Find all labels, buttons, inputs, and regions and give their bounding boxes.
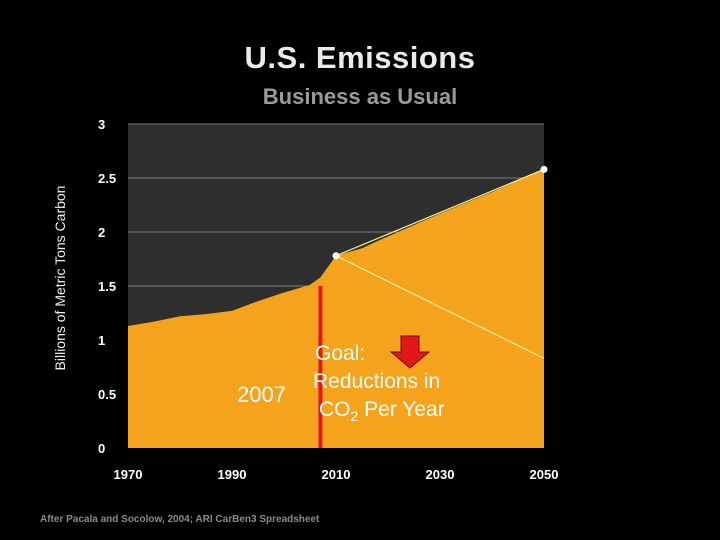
goal-per-year-text: Per Year: [358, 398, 445, 421]
emissions-area: [128, 169, 544, 449]
y-tick-label: 2.5: [98, 171, 116, 186]
data-point-marker: [332, 252, 340, 260]
year-marker-label: 2007: [237, 382, 286, 407]
goal-co2-text: CO: [319, 398, 351, 421]
y-axis-label: Billions of Metric Tons Carbon: [52, 185, 68, 371]
y-tick-label: 1.5: [98, 279, 116, 294]
y-tick-label: 2: [98, 225, 105, 240]
reduction-line: [335, 255, 545, 359]
x-tick-label: 1990: [218, 467, 247, 482]
x-tick-label: 2010: [322, 467, 351, 482]
goal-line-co2: CO2 Per Year: [319, 396, 445, 430]
reduction-line: [335, 168, 545, 257]
goal-line-reductions: Reductions in: [313, 370, 441, 393]
goal-title: Goal:: [315, 342, 366, 365]
goal-co2-subscript: 2: [350, 408, 359, 425]
x-tick-label: 1970: [114, 467, 143, 482]
down-arrow-icon: [389, 335, 431, 369]
y-tick-label: 1: [98, 333, 105, 348]
source-note: After Pacala and Socolow, 2004; ARI CarB…: [40, 514, 320, 525]
x-tick-label: 2050: [530, 467, 559, 482]
y-tick-label: 3: [98, 117, 105, 132]
chart-subtitle: Business as Usual: [262, 84, 458, 109]
data-point-marker: [540, 165, 548, 173]
chart-title: U.S. Emissions: [244, 40, 476, 75]
x-tick-label: 2030: [426, 467, 455, 482]
y-tick-label: 0.5: [98, 387, 116, 402]
y-tick-label: 0: [98, 441, 105, 456]
